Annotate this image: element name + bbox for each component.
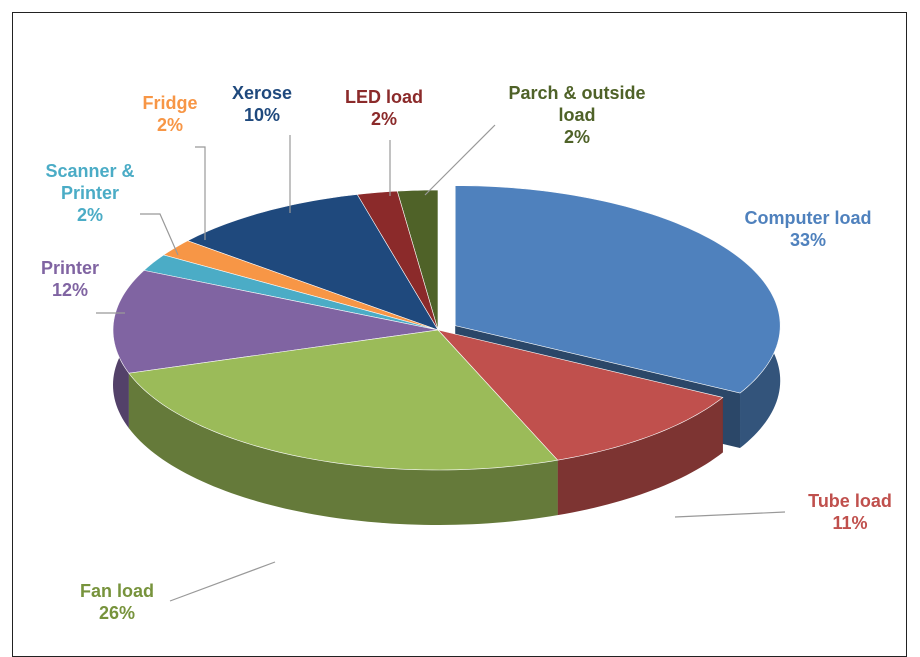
category-label: Fan load xyxy=(79,581,154,601)
leader-line xyxy=(140,213,179,256)
slice-top xyxy=(112,270,439,374)
slice-side xyxy=(557,397,723,516)
category-label: LED load xyxy=(344,87,423,107)
data-label: LED load 2% xyxy=(334,86,434,130)
value-label: 11% xyxy=(832,513,868,533)
data-label: Fan load 26% xyxy=(47,580,187,624)
value-label: 2% xyxy=(156,115,183,135)
slice xyxy=(128,329,559,525)
category-label: Xerose xyxy=(231,83,293,103)
category-label: Computer load xyxy=(744,208,872,228)
category-label: Tube load xyxy=(808,491,892,511)
data-label: Printer 12% xyxy=(10,257,130,301)
leader-line xyxy=(674,511,786,518)
slice-top xyxy=(128,329,559,471)
data-label: Scanner & Printer 2% xyxy=(35,160,145,226)
category-label: Printer xyxy=(40,258,100,278)
value-label: 10% xyxy=(243,105,281,125)
value-label: 12% xyxy=(51,280,89,300)
slice-top xyxy=(454,185,781,394)
leader-line xyxy=(424,124,496,196)
value-label: 33% xyxy=(789,230,827,250)
value-label: 2% xyxy=(370,109,397,129)
value-label: 2% xyxy=(563,127,590,147)
category-label: Parch & outside load xyxy=(508,83,646,125)
data-label: Computer load 33% xyxy=(708,207,908,251)
value-label: 26% xyxy=(98,603,136,623)
slice-top xyxy=(143,254,439,331)
data-label: Fridge 2% xyxy=(120,92,220,136)
data-label: Tube load 11% xyxy=(780,490,920,534)
category-label: Scanner & Printer xyxy=(45,161,135,203)
leader-line xyxy=(169,561,276,602)
slice-top xyxy=(186,194,439,331)
value-label: 2% xyxy=(76,205,103,225)
slice-top xyxy=(356,190,439,331)
leader-line xyxy=(195,146,206,240)
data-label: Xerose 10% xyxy=(212,82,312,126)
slice-side xyxy=(128,373,558,525)
category-label: Fridge xyxy=(142,93,198,113)
slice-top xyxy=(437,329,724,461)
data-label: Parch & outside load 2% xyxy=(507,82,647,148)
